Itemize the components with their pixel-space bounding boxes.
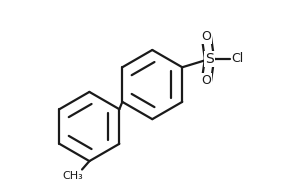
Text: O: O [201,30,211,43]
Text: O: O [201,74,211,87]
Text: S: S [205,52,214,66]
Text: Cl: Cl [232,52,244,65]
Text: CH₃: CH₃ [62,171,83,181]
